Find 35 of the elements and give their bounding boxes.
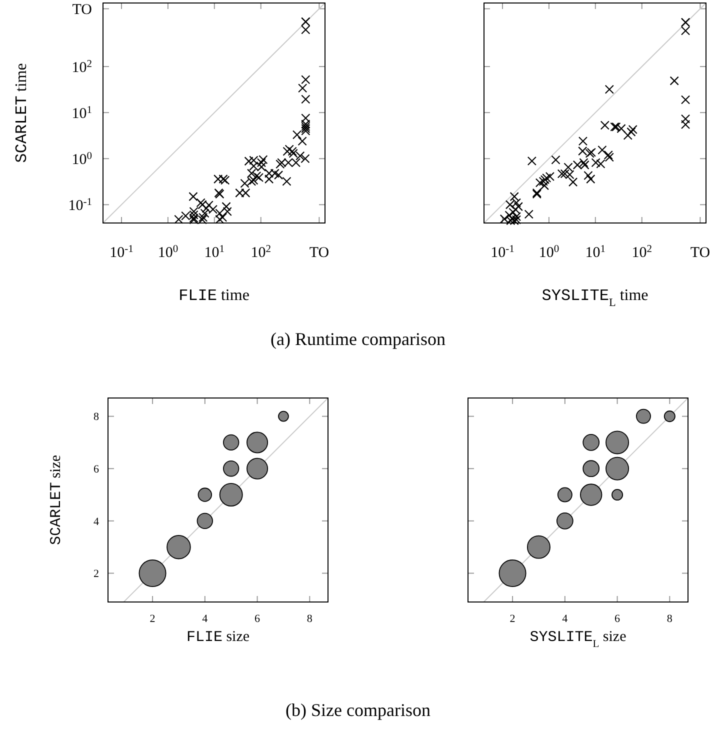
text: (b) Size comparison (286, 700, 430, 720)
x-tick-label: TO (690, 245, 710, 261)
x-tick-label: 10$^{1}$ (585, 244, 606, 261)
y-axis-title: SCARLET time (13, 63, 31, 163)
y-tick-label: TO (72, 2, 92, 18)
x-tick-label: 6 (614, 613, 621, 625)
y-tick-label: 6 (94, 463, 100, 476)
x-tick-label: 10$^{2}$ (250, 244, 271, 261)
x-axis-title: FLIE size (186, 629, 250, 646)
text: (a) Runtime comparison (270, 329, 446, 349)
x-tick-label: 8 (306, 613, 313, 625)
x-tick-label: 10$^{2}$ (632, 244, 652, 261)
x-tick-label: 2 (510, 613, 516, 625)
x-tick-label: 8 (666, 613, 673, 625)
y-tick-label: 2 (94, 568, 99, 580)
y-tick-label: 10$^{-1}$ (68, 196, 92, 214)
y-axis-title: SCARLET size (48, 454, 65, 546)
x-tick-label: 10$^{-1}$ (490, 244, 514, 261)
x-axis-title: FLIE time (178, 287, 250, 305)
y-tick-label: 10$^{2}$ (72, 58, 92, 76)
x-tick-label: 10$^{-1}$ (110, 244, 134, 261)
x-tick-label: TO (309, 245, 330, 261)
x-axis-title: SYSLITE$_{L}$ size (530, 629, 627, 650)
x-tick-label: 4 (562, 613, 568, 625)
x-tick-label: 2 (150, 613, 156, 625)
x-tick-label: 10$^{0}$ (538, 244, 560, 261)
x-tick-label: 10$^{0}$ (158, 244, 178, 261)
x-tick-label: 6 (254, 613, 261, 625)
y-tick-label: 10$^{0}$ (72, 150, 92, 168)
x-tick-label: 10$^{1}$ (204, 244, 225, 261)
x-axis-title: SYSLITE$_{L}$ time (542, 287, 648, 309)
y-tick-label: 8 (94, 411, 100, 424)
x-tick-label: 4 (202, 613, 208, 625)
y-tick-label: 4 (94, 516, 100, 528)
y-tick-label: 10$^{1}$ (72, 104, 92, 122)
